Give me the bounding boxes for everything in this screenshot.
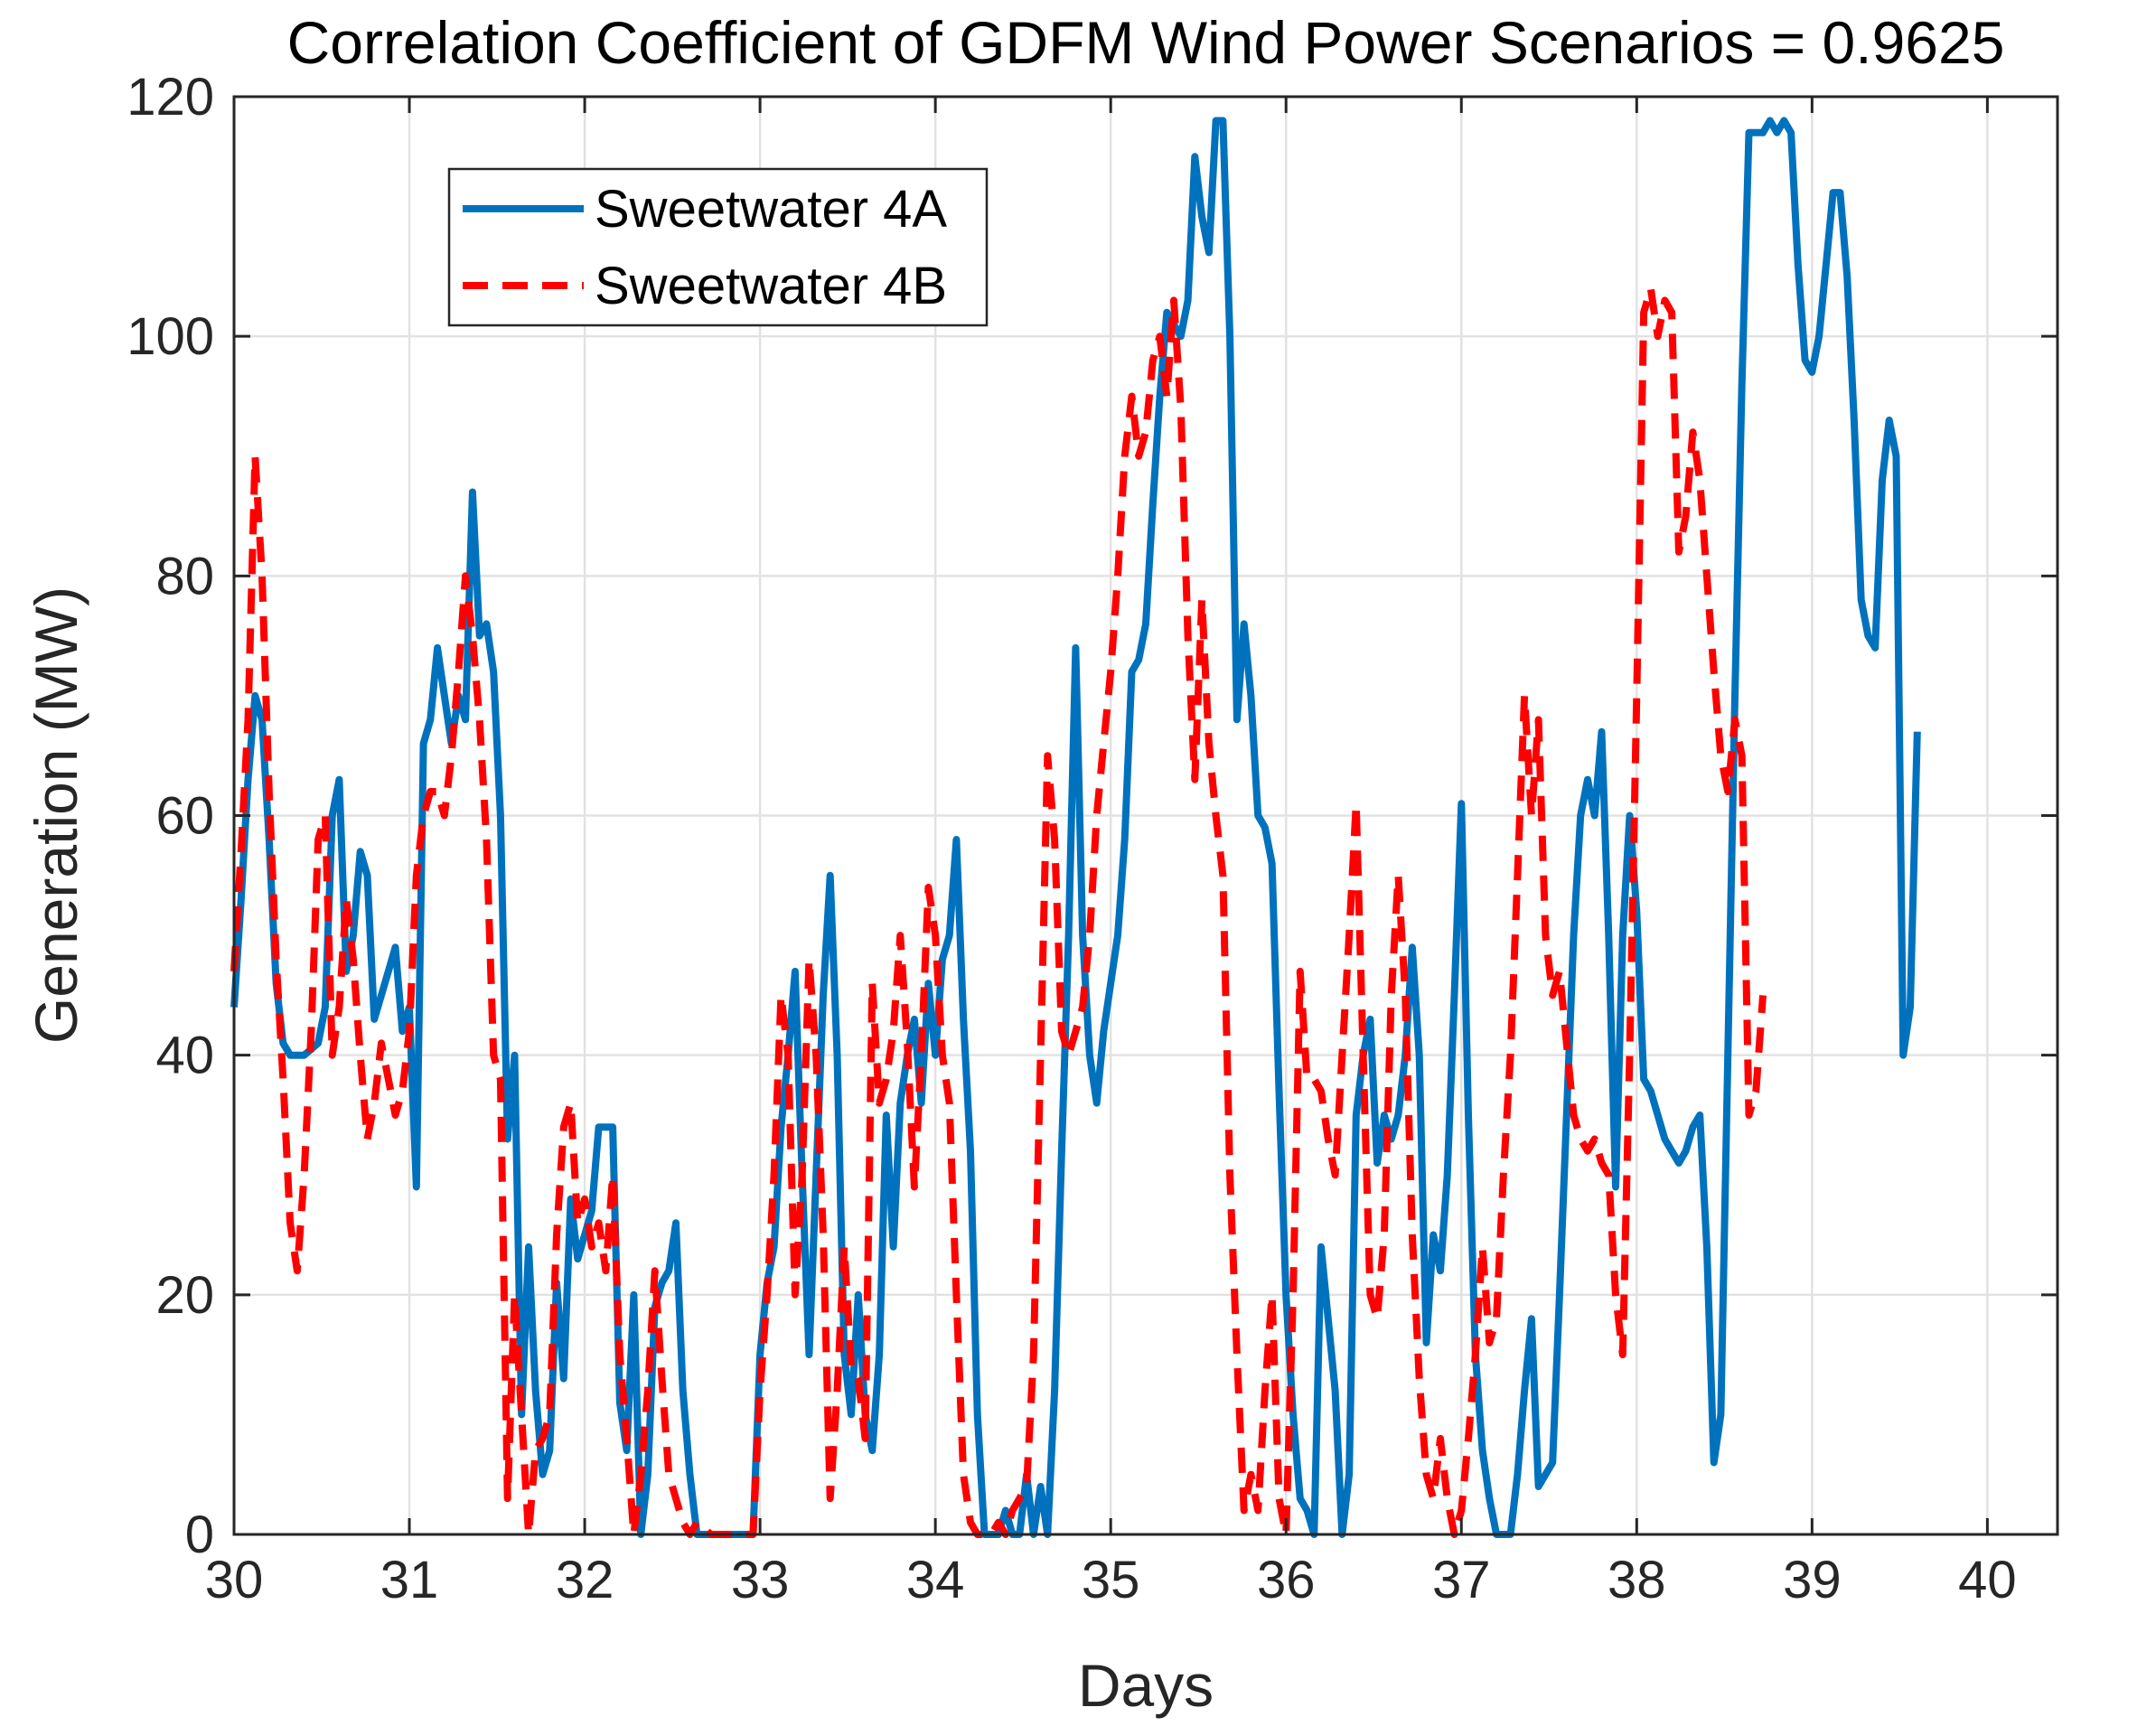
x-tick-label: 34 bbox=[906, 1551, 965, 1609]
y-tick-label: 20 bbox=[155, 1266, 214, 1325]
x-tick-label: 38 bbox=[1608, 1551, 1666, 1609]
x-tick-label: 37 bbox=[1432, 1551, 1491, 1609]
y-tick-label: 100 bbox=[127, 307, 214, 366]
legend-label-sweetwater-4a: Sweetwater 4A bbox=[595, 180, 947, 239]
chart-title: Correlation Coefficient of GDFM Wind Pow… bbox=[287, 9, 2005, 76]
y-tick-label: 60 bbox=[155, 787, 214, 846]
x-tick-label: 36 bbox=[1257, 1551, 1316, 1609]
x-axis-label: Days bbox=[1078, 1652, 1214, 1719]
x-tick-label: 40 bbox=[1958, 1551, 2017, 1609]
y-tick-labels: 0 20 40 60 80 100 120 bbox=[127, 68, 214, 1564]
y-tick-label: 40 bbox=[155, 1027, 214, 1085]
legend: Sweetwater 4A Sweetwater 4B bbox=[447, 167, 989, 327]
x-tick-label: 33 bbox=[731, 1551, 790, 1609]
y-tick-label: 120 bbox=[127, 68, 214, 127]
x-tick-label: 30 bbox=[205, 1551, 264, 1609]
x-tick-label: 32 bbox=[556, 1551, 614, 1609]
legend-label-sweetwater-4b: Sweetwater 4B bbox=[595, 257, 947, 315]
series-line-sweetwater-4b bbox=[230, 285, 1767, 1538]
x-tick-label: 31 bbox=[380, 1551, 439, 1609]
y-tick-label: 80 bbox=[155, 547, 214, 605]
series-group bbox=[230, 117, 1921, 1538]
y-tick-label: 0 bbox=[185, 1506, 214, 1564]
x-tick-label: 39 bbox=[1783, 1551, 1842, 1609]
x-tick-label: 35 bbox=[1082, 1551, 1140, 1609]
y-axis-label: Generation (MW) bbox=[23, 586, 89, 1044]
x-tick-labels: 30 31 32 33 34 35 36 37 38 39 40 bbox=[205, 1551, 2017, 1609]
legend-box bbox=[447, 167, 989, 327]
axis-ticks bbox=[232, 95, 2058, 1536]
